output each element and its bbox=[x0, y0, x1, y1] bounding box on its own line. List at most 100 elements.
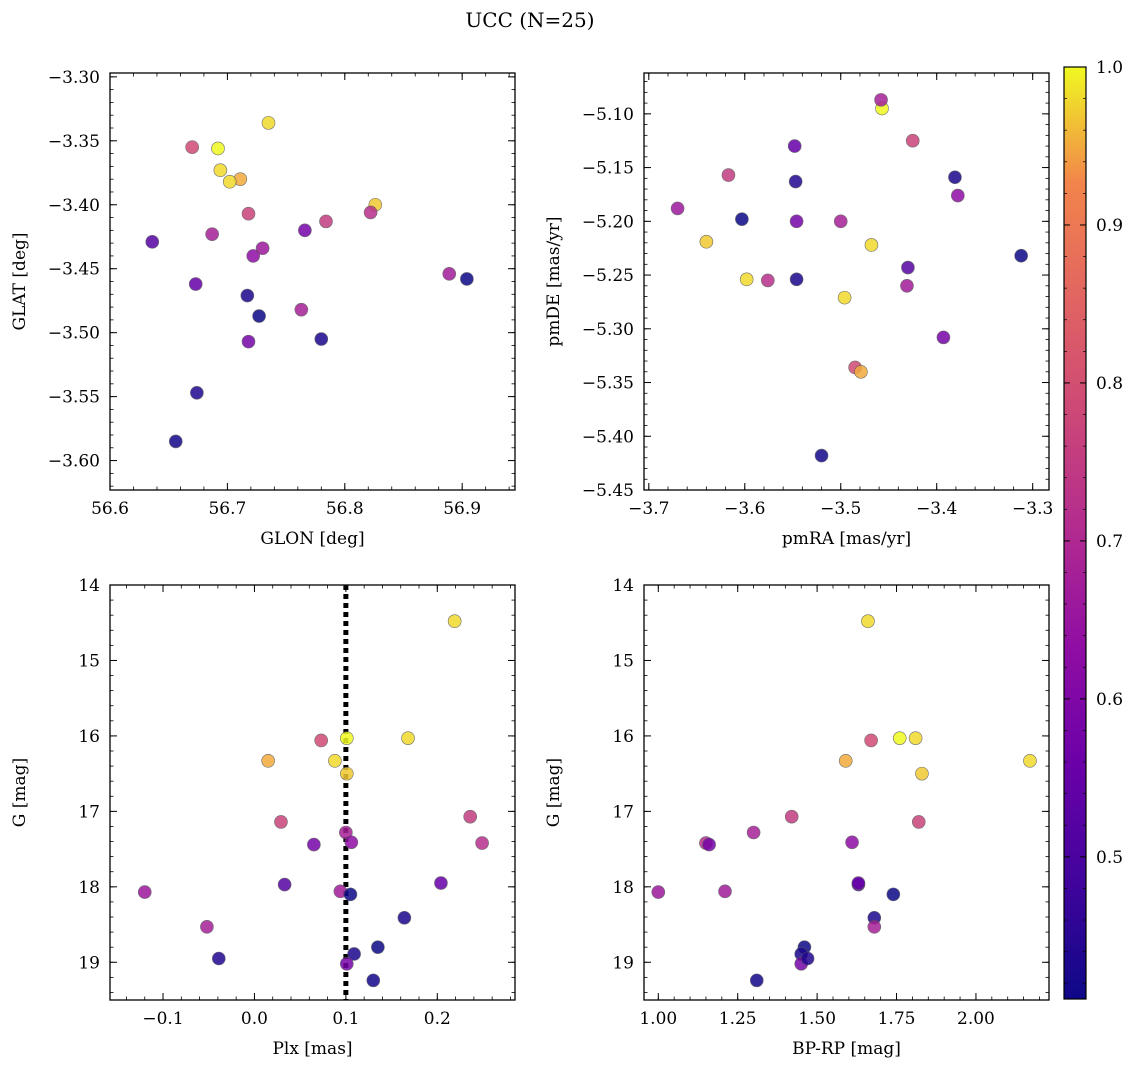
data-point bbox=[344, 835, 359, 850]
y-axis-label: GLAT [deg] bbox=[10, 232, 30, 330]
colorbar-tick-label: 0.7 bbox=[1096, 532, 1123, 552]
data-point bbox=[1023, 754, 1037, 768]
x-tick-label: −3.4 bbox=[916, 499, 957, 519]
colorbar: 0.5 0.6 0.7 0.8 0.9 1.0 bbox=[1063, 58, 1123, 1000]
data-point bbox=[339, 731, 354, 745]
y-tick-label: 15 bbox=[78, 651, 100, 671]
data-point bbox=[948, 170, 962, 185]
data-point bbox=[837, 290, 852, 305]
data-point bbox=[188, 277, 203, 291]
x-tick-label: −3.6 bbox=[724, 499, 765, 519]
x-tick-label: 56.9 bbox=[443, 499, 481, 519]
data-point bbox=[746, 825, 761, 840]
panel-glon-glat: 56.6 56.7 56.8 56.9 −3.30 −3.35 −3.40 −3.45 −3.5… bbox=[10, 68, 516, 549]
data-point bbox=[343, 887, 358, 902]
x-tick-label: −3.3 bbox=[1012, 499, 1053, 519]
y-tick-label: −5.35 bbox=[582, 374, 634, 394]
y-tick-label: −3.50 bbox=[48, 324, 100, 344]
data-point bbox=[735, 212, 749, 226]
colorbar-tick-label: 1.0 bbox=[1096, 58, 1123, 78]
x-tick-label: 56.6 bbox=[91, 499, 129, 519]
colorbar-tick-label: 0.5 bbox=[1096, 848, 1123, 868]
data-point bbox=[205, 227, 219, 241]
data-point bbox=[864, 733, 878, 748]
data-point bbox=[702, 837, 716, 852]
data-point bbox=[213, 163, 228, 178]
y-tick-label: −5.30 bbox=[582, 320, 634, 340]
x-tick-label: 0.2 bbox=[424, 1009, 451, 1029]
colorbar-gradient bbox=[1063, 66, 1087, 1000]
data-point bbox=[442, 267, 457, 281]
plot-frame bbox=[109, 584, 516, 1001]
data-point bbox=[347, 947, 361, 961]
data-point bbox=[200, 920, 214, 934]
y-tick-label: −5.25 bbox=[582, 266, 634, 286]
data-point bbox=[787, 139, 802, 153]
panel-pmra-pmde: −3.7 −3.6 −3.5 −3.4 −3.3 −5.10 −5.15 −5.20 −5.25… bbox=[544, 72, 1053, 549]
data-point bbox=[314, 332, 329, 346]
x-axis-label: GLON [deg] bbox=[260, 529, 364, 549]
x-tick-label: −3.7 bbox=[628, 499, 669, 519]
x-tick-label: 0.0 bbox=[241, 1009, 268, 1029]
data-point bbox=[339, 766, 354, 781]
data-point bbox=[145, 235, 160, 249]
data-point bbox=[240, 288, 255, 303]
x-axis-label: pmRA [mas/yr] bbox=[782, 529, 911, 549]
data-point bbox=[241, 334, 256, 349]
data-point bbox=[699, 234, 714, 249]
data-point bbox=[190, 385, 204, 400]
data-point bbox=[789, 214, 804, 229]
data-point bbox=[739, 272, 754, 287]
data-point bbox=[874, 93, 888, 107]
data-point bbox=[864, 238, 879, 252]
y-tick-label: 15 bbox=[612, 651, 634, 671]
data-point bbox=[137, 885, 152, 899]
data-point bbox=[319, 214, 333, 229]
y-tick-label: −3.45 bbox=[48, 260, 100, 280]
data-point bbox=[892, 731, 907, 745]
plot-frame bbox=[643, 72, 1050, 491]
y-tick-label: 17 bbox=[78, 802, 100, 822]
data-point bbox=[363, 205, 378, 220]
data-point bbox=[307, 837, 321, 852]
data-point bbox=[211, 951, 226, 966]
data-point bbox=[463, 809, 478, 824]
x-tick-label: 56.8 bbox=[326, 499, 364, 519]
scatter-panels: 56.6 56.7 56.8 56.9 −3.30 −3.35 −3.40 −3.45 −3.5… bbox=[10, 68, 1053, 1059]
colorbar-tick-label: 0.9 bbox=[1096, 216, 1123, 236]
x-tick-label: 0.1 bbox=[332, 1009, 359, 1029]
panel-plx-gmag: −0.1 0.0 0.1 0.2 14 15 16 17 18 19 Plx [mas] G [mag… bbox=[10, 576, 516, 1059]
data-point bbox=[211, 141, 225, 156]
data-point bbox=[838, 754, 853, 768]
x-tick-label: 1.50 bbox=[798, 1009, 836, 1029]
y-tick-label: −5.20 bbox=[582, 212, 634, 232]
data-point bbox=[911, 815, 926, 829]
y-tick-label: −3.40 bbox=[48, 196, 100, 216]
y-tick-label: 16 bbox=[78, 727, 100, 747]
data-point bbox=[851, 876, 866, 890]
data-point bbox=[845, 835, 859, 850]
x-tick-label: −3.5 bbox=[820, 499, 861, 519]
data-point bbox=[867, 920, 882, 934]
data-point bbox=[814, 448, 829, 463]
y-axis-label: G [mag] bbox=[544, 758, 564, 827]
data-point bbox=[298, 223, 312, 238]
data-point bbox=[475, 836, 489, 850]
y-tick-label: 17 bbox=[612, 802, 634, 822]
panel-bprp-gmag: 1.00 1.25 1.50 1.75 2.00 14 15 16 17 18 19 BP-RP [m… bbox=[544, 576, 1050, 1059]
x-tick-label: 1.25 bbox=[719, 1009, 757, 1029]
data-point bbox=[901, 260, 915, 275]
data-point bbox=[861, 614, 875, 629]
data-point bbox=[255, 241, 270, 256]
data-point bbox=[185, 140, 199, 154]
data-point bbox=[900, 278, 914, 293]
y-tick-label: −5.15 bbox=[582, 159, 634, 179]
data-point bbox=[447, 614, 462, 629]
x-tick-label: −0.1 bbox=[142, 1009, 183, 1029]
data-point bbox=[718, 884, 732, 899]
y-tick-label: −5.40 bbox=[582, 427, 634, 447]
data-point bbox=[168, 434, 183, 449]
x-axis-label: BP-RP [mag] bbox=[792, 1039, 901, 1059]
data-point bbox=[670, 201, 685, 216]
data-point bbox=[833, 214, 848, 229]
